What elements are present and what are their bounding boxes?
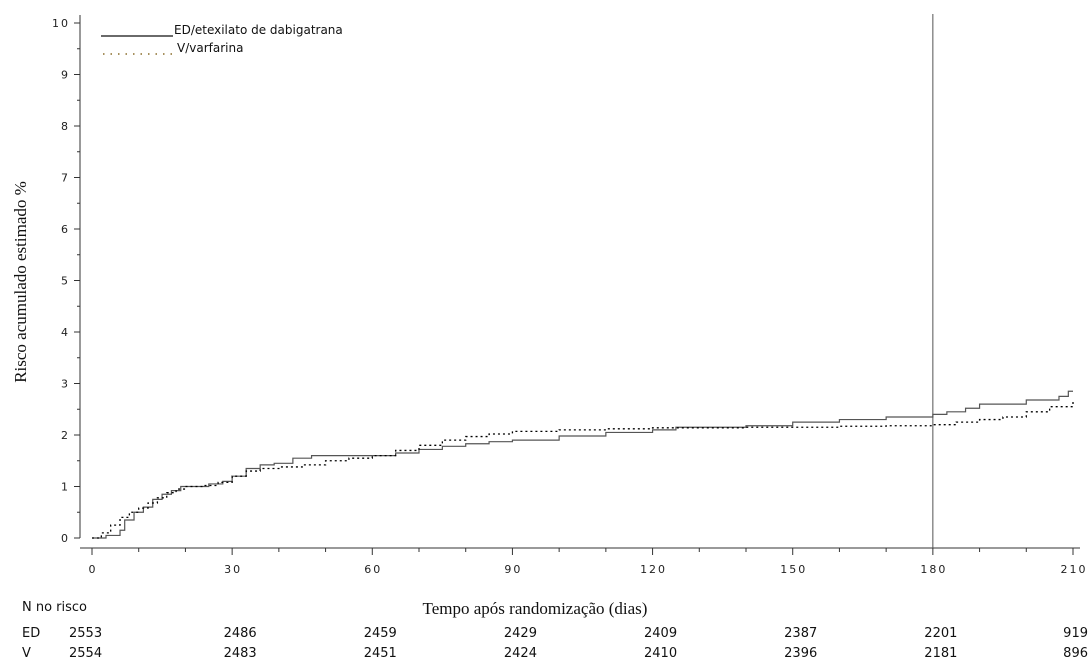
at-risk-value: 2486 <box>224 626 257 641</box>
at-risk-value: 896 <box>1063 646 1088 661</box>
series-layer <box>92 390 1074 539</box>
legend-label-v: V/varfarina <box>177 41 243 55</box>
at-risk-value: 2409 <box>644 626 677 641</box>
x-tick-label: 210 <box>1061 563 1088 576</box>
x-tick-label: 150 <box>780 563 807 576</box>
at-risk-value: 2201 <box>924 626 957 641</box>
at-risk-table: N no risco ED 2553 2486 2459 2429 2409 2387 220… <box>22 600 1088 661</box>
x-tick-label: 180 <box>920 563 947 576</box>
legend: ED/etexilato de dabigatrana V/varfarina <box>101 23 343 55</box>
series-line-ed <box>92 390 1073 539</box>
y-axis-title: Risco acumulado estimado % <box>11 181 30 383</box>
series-line-v <box>92 401 1074 539</box>
y-tick-label: 1 <box>61 481 70 494</box>
y-tick-label: 2 <box>61 429 70 442</box>
y-axis-ticks: 0 1 2 3 4 5 6 7 8 9 10 <box>52 17 80 545</box>
at-risk-row-label: ED <box>22 626 40 641</box>
at-risk-value: 919 <box>1063 626 1088 641</box>
y-tick-label: 10 <box>52 17 70 30</box>
at-risk-value: 2554 <box>69 646 102 661</box>
y-tick-label: 5 <box>61 275 70 288</box>
y-tick-label: 3 <box>61 378 70 391</box>
x-tick-label: 0 <box>89 563 98 576</box>
y-tick-label: 4 <box>61 326 70 339</box>
x-tick-label: 60 <box>364 563 382 576</box>
x-tick-label: 90 <box>504 563 522 576</box>
x-tick-label: 120 <box>640 563 667 576</box>
y-tick-label: 8 <box>61 120 70 133</box>
y-tick-label: 7 <box>61 172 70 185</box>
x-axis-title: Tempo após randomização (dias) <box>423 599 648 618</box>
at-risk-value: 2429 <box>504 626 537 641</box>
at-risk-header: N no risco <box>22 600 87 615</box>
at-risk-value: 2451 <box>364 646 397 661</box>
y-tick-label: 0 <box>61 532 70 545</box>
at-risk-row-label: V <box>22 646 31 661</box>
legend-label-ed: ED/etexilato de dabigatrana <box>174 23 343 37</box>
y-tick-label: 6 <box>61 223 70 236</box>
at-risk-value: 2181 <box>924 646 957 661</box>
at-risk-value: 2483 <box>224 646 257 661</box>
x-axis-ticks: 0 30 60 90 120 150 180 210 <box>89 548 1088 576</box>
at-risk-value: 2459 <box>364 626 397 641</box>
at-risk-value: 2387 <box>784 626 817 641</box>
at-risk-value: 2396 <box>784 646 817 661</box>
x-tick-label: 30 <box>224 563 242 576</box>
at-risk-value: 2410 <box>644 646 677 661</box>
at-risk-value: 2424 <box>504 646 537 661</box>
at-risk-value: 2553 <box>69 626 102 641</box>
y-tick-label: 9 <box>61 69 70 82</box>
